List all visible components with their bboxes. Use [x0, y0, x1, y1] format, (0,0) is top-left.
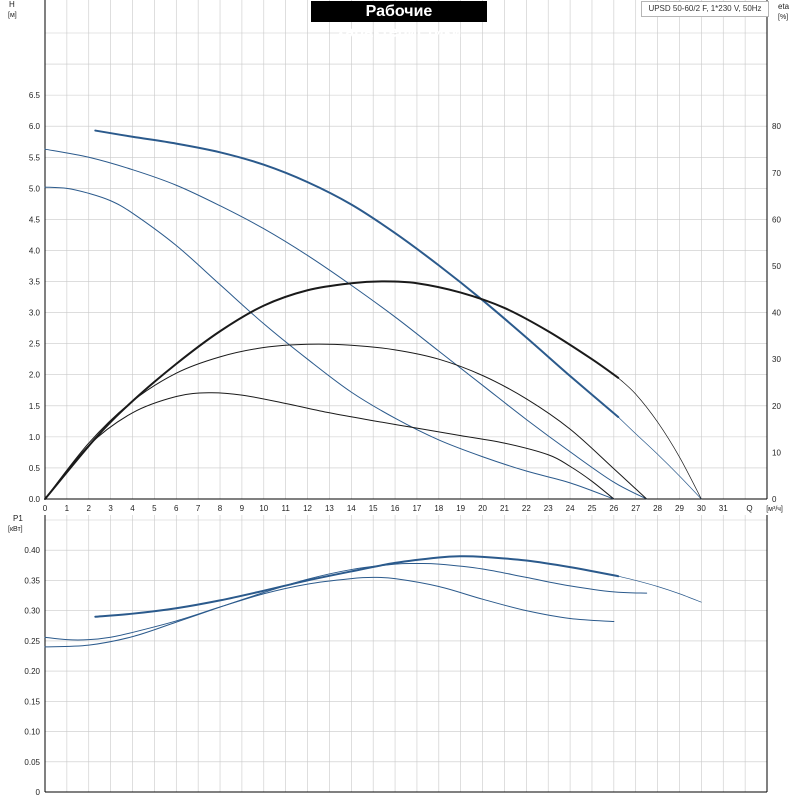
p1-tick-label: 0.30 — [24, 607, 40, 616]
x-tick-label: 21 — [500, 504, 509, 513]
y-tick-label: 4.5 — [29, 215, 41, 224]
p1-tick-label: 0.25 — [24, 637, 40, 646]
y2-tick-label: 50 — [772, 262, 781, 271]
y2-tick-label: 70 — [772, 169, 781, 178]
x-tick-label: 17 — [412, 504, 421, 513]
y-tick-label: 0.0 — [29, 495, 41, 504]
head-curve-3 — [44, 186, 615, 500]
p1-tick-label: 0.15 — [24, 697, 40, 706]
pump-model-label: UPSD 50-60/2 F, 1*230 V, 50Hz — [641, 1, 769, 17]
y2-axis-title: eta — [778, 2, 790, 11]
x-tick-label: 8 — [218, 504, 223, 513]
p1-axis-unit: [кВт] — [8, 526, 23, 533]
x-tick-label: 22 — [522, 504, 531, 513]
x-tick-label: 14 — [347, 504, 356, 513]
y2-axis-unit: [%] — [778, 14, 788, 21]
x-tick-label: 18 — [434, 504, 443, 513]
y2-tick-label: 30 — [772, 355, 781, 364]
chart-title: Рабочие характеристики — [311, 1, 487, 41]
power-curve-2 — [44, 562, 648, 648]
x-tick-label: 26 — [609, 504, 618, 513]
y-tick-label: 2.5 — [29, 340, 41, 349]
x-tick-label: 3 — [108, 504, 113, 513]
y-tick-label: 3.0 — [29, 309, 41, 318]
x-tick-label: 11 — [282, 504, 291, 513]
x-tick-label: 4 — [130, 504, 135, 513]
x-tick-label: 6 — [174, 504, 179, 513]
x-tick-label: 0 — [43, 504, 48, 513]
p1-tick-label: 0 — [36, 788, 41, 797]
x-tick-label: 31 — [719, 504, 728, 513]
y-axis-title: H — [9, 0, 15, 9]
y-tick-label: 0.5 — [29, 464, 41, 473]
power-curve-1 — [617, 575, 702, 603]
x-tick-label: 13 — [325, 504, 334, 513]
x-tick-label: 30 — [697, 504, 706, 513]
x-axis-label: Q — [746, 504, 752, 513]
x-tick-label: 5 — [152, 504, 157, 513]
y-tick-label: 2.0 — [29, 371, 41, 380]
x-tick-label: 19 — [456, 504, 465, 513]
x-tick-label: 23 — [544, 504, 553, 513]
x-tick-label: 20 — [478, 504, 487, 513]
y-tick-label: 5.0 — [29, 184, 41, 193]
eta-curve-4 — [44, 280, 620, 500]
x-tick-label: 10 — [259, 504, 268, 513]
eta-curve-7 — [44, 392, 615, 500]
x-tick-label: 24 — [566, 504, 575, 513]
x-tick-label: 29 — [675, 504, 684, 513]
y-tick-label: 5.5 — [29, 153, 41, 162]
y2-tick-label: 80 — [772, 122, 781, 131]
y-axis-unit: [м] — [8, 12, 17, 19]
x-tick-label: 7 — [196, 504, 201, 513]
head-curve-1 — [617, 416, 702, 500]
head-curve-0 — [94, 129, 620, 418]
y-tick-label: 6.5 — [29, 91, 41, 100]
y2-tick-label: 40 — [772, 309, 781, 318]
x-tick-label: 1 — [65, 504, 70, 513]
x-tick-label: 27 — [631, 504, 640, 513]
p1-axis-title: P1 — [13, 514, 23, 523]
eta-curve-6 — [44, 343, 648, 500]
y2-tick-label: 10 — [772, 448, 781, 457]
head-curve-2 — [44, 148, 648, 500]
x-tick-label: 12 — [303, 504, 312, 513]
y-tick-label: 1.0 — [29, 433, 41, 442]
p1-tick-label: 0.10 — [24, 728, 40, 737]
p1-tick-label: 0.40 — [24, 546, 40, 555]
y-tick-label: 6.0 — [29, 122, 41, 131]
x-tick-label: 15 — [369, 504, 378, 513]
y2-tick-label: 20 — [772, 402, 781, 411]
y-tick-label: 1.5 — [29, 402, 41, 411]
x-tick-label: 9 — [240, 504, 245, 513]
x-tick-label: 25 — [588, 504, 597, 513]
grid — [44, 0, 768, 793]
p1-tick-label: 0.20 — [24, 667, 40, 676]
p1-tick-label: 0.35 — [24, 576, 40, 585]
power-curve-3 — [44, 576, 615, 641]
x-tick-label: 2 — [87, 504, 92, 513]
p1-tick-label: 0.05 — [24, 758, 40, 767]
power-curve-0 — [94, 555, 620, 618]
y-tick-label: 4.0 — [29, 246, 41, 255]
x-axis-unit: [м³/ч] — [766, 506, 783, 513]
y2-tick-label: 0 — [772, 495, 777, 504]
x-tick-label: 16 — [391, 504, 400, 513]
eta-curve-5 — [617, 377, 702, 500]
y-tick-label: 3.5 — [29, 278, 41, 287]
x-tick-label: 28 — [653, 504, 662, 513]
y2-tick-label: 60 — [772, 215, 781, 224]
